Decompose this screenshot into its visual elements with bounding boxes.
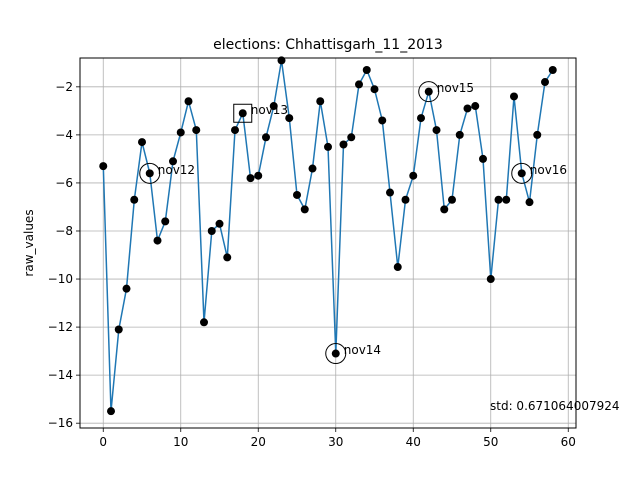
- data-point: [533, 130, 542, 139]
- series-line: [102, 60, 554, 412]
- data-point: [99, 162, 108, 171]
- x-tick-label: 60: [561, 435, 576, 449]
- chart-title: elections: Chhattisgarh_11_2013: [213, 37, 443, 53]
- x-tick-label: 30: [328, 435, 343, 449]
- data-point: [355, 80, 363, 89]
- data-point: [486, 275, 495, 284]
- data-point: [331, 349, 340, 358]
- data-point: [300, 205, 309, 214]
- data-point: [207, 226, 216, 235]
- data-point: [409, 171, 418, 180]
- x-tick-label: 40: [406, 435, 421, 449]
- annotation-label: nov12: [158, 163, 195, 177]
- data-point: [262, 133, 270, 142]
- data-point: [494, 195, 503, 204]
- annotation-label: nov14: [344, 343, 381, 357]
- data-point: [378, 116, 387, 125]
- data-point: [548, 66, 557, 75]
- y-tick-label: −2: [55, 80, 73, 94]
- y-tick-label: −12: [48, 320, 73, 334]
- data-point: [153, 236, 162, 245]
- data-point: [246, 174, 255, 183]
- data-point: [122, 284, 131, 293]
- data-point: [200, 318, 208, 327]
- data-point: [517, 169, 526, 178]
- x-tick-label: 20: [251, 435, 266, 449]
- data-point: [393, 263, 402, 272]
- y-tick-label: −14: [48, 368, 73, 382]
- y-tick-label: −4: [55, 128, 73, 142]
- annotation-circle-marker: [139, 162, 161, 184]
- annotation-label: nov13: [251, 103, 288, 117]
- y-tick-label: −10: [48, 272, 73, 286]
- data-point: [440, 205, 449, 214]
- y-tick-label: −16: [48, 416, 73, 430]
- data-point: [130, 195, 139, 204]
- data-point: [114, 325, 123, 334]
- data-point: [362, 66, 371, 75]
- data-point: [145, 169, 154, 178]
- data-point: [448, 195, 456, 204]
- data-points-layer: [99, 56, 557, 416]
- data-point: [231, 126, 239, 135]
- x-tick-label: 10: [173, 435, 188, 449]
- data-point: [463, 104, 472, 113]
- data-point: [347, 133, 356, 142]
- data-point: [471, 102, 480, 111]
- data-point: [169, 157, 177, 166]
- data-point: [316, 97, 325, 106]
- annotations-layer: nov12 nov13 nov14 nov15 nov16: [139, 81, 567, 365]
- data-point: [541, 78, 549, 87]
- series-line-layer: [102, 60, 554, 412]
- data-point: [432, 126, 441, 135]
- data-point: [370, 85, 379, 94]
- data-point: [455, 130, 464, 139]
- axes-layer: [79, 57, 577, 429]
- annotation-label: nov15: [437, 81, 474, 95]
- annotation-circle-marker: [511, 162, 533, 184]
- data-point: [308, 164, 317, 173]
- data-point: [107, 407, 115, 416]
- y-tick-label: −8: [55, 224, 73, 238]
- data-point: [386, 188, 394, 197]
- data-point: [138, 138, 146, 147]
- data-point: [161, 217, 170, 226]
- data-point: [269, 102, 278, 111]
- data-point: [417, 114, 425, 123]
- x-tick-label: 50: [483, 435, 498, 449]
- y-tick-label: −6: [55, 176, 73, 190]
- data-point: [192, 126, 201, 135]
- data-point: [479, 154, 487, 163]
- x-tick-label: 0: [99, 435, 107, 449]
- annotation-circle-marker: [418, 81, 440, 103]
- data-point: [339, 140, 348, 149]
- annotation-label: nov16: [530, 163, 567, 177]
- data-point: [254, 171, 263, 180]
- data-point: [324, 142, 332, 151]
- ticks-layer: 0 10 20 30 40 50 60 −16 −14 −12 −10 −8 −6 −4 −2: [48, 80, 576, 449]
- annotation-circle-marker: [325, 343, 347, 365]
- plot-frame: [79, 57, 577, 429]
- data-point: [293, 190, 301, 199]
- data-point: [502, 195, 511, 204]
- std-annotation: std: 0.671064007924: [490, 399, 620, 413]
- data-point: [238, 109, 247, 118]
- grid-layer: [80, 58, 576, 428]
- data-point: [215, 219, 224, 228]
- data-point: [525, 198, 534, 207]
- data-point: [176, 128, 185, 137]
- data-point: [285, 114, 294, 123]
- data-point: [184, 97, 193, 106]
- data-point: [510, 92, 518, 101]
- y-axis-label: raw_values: [22, 209, 36, 276]
- data-point: [223, 253, 232, 262]
- data-point: [401, 195, 410, 204]
- annotation-square-marker: [233, 103, 253, 123]
- data-point: [424, 87, 433, 96]
